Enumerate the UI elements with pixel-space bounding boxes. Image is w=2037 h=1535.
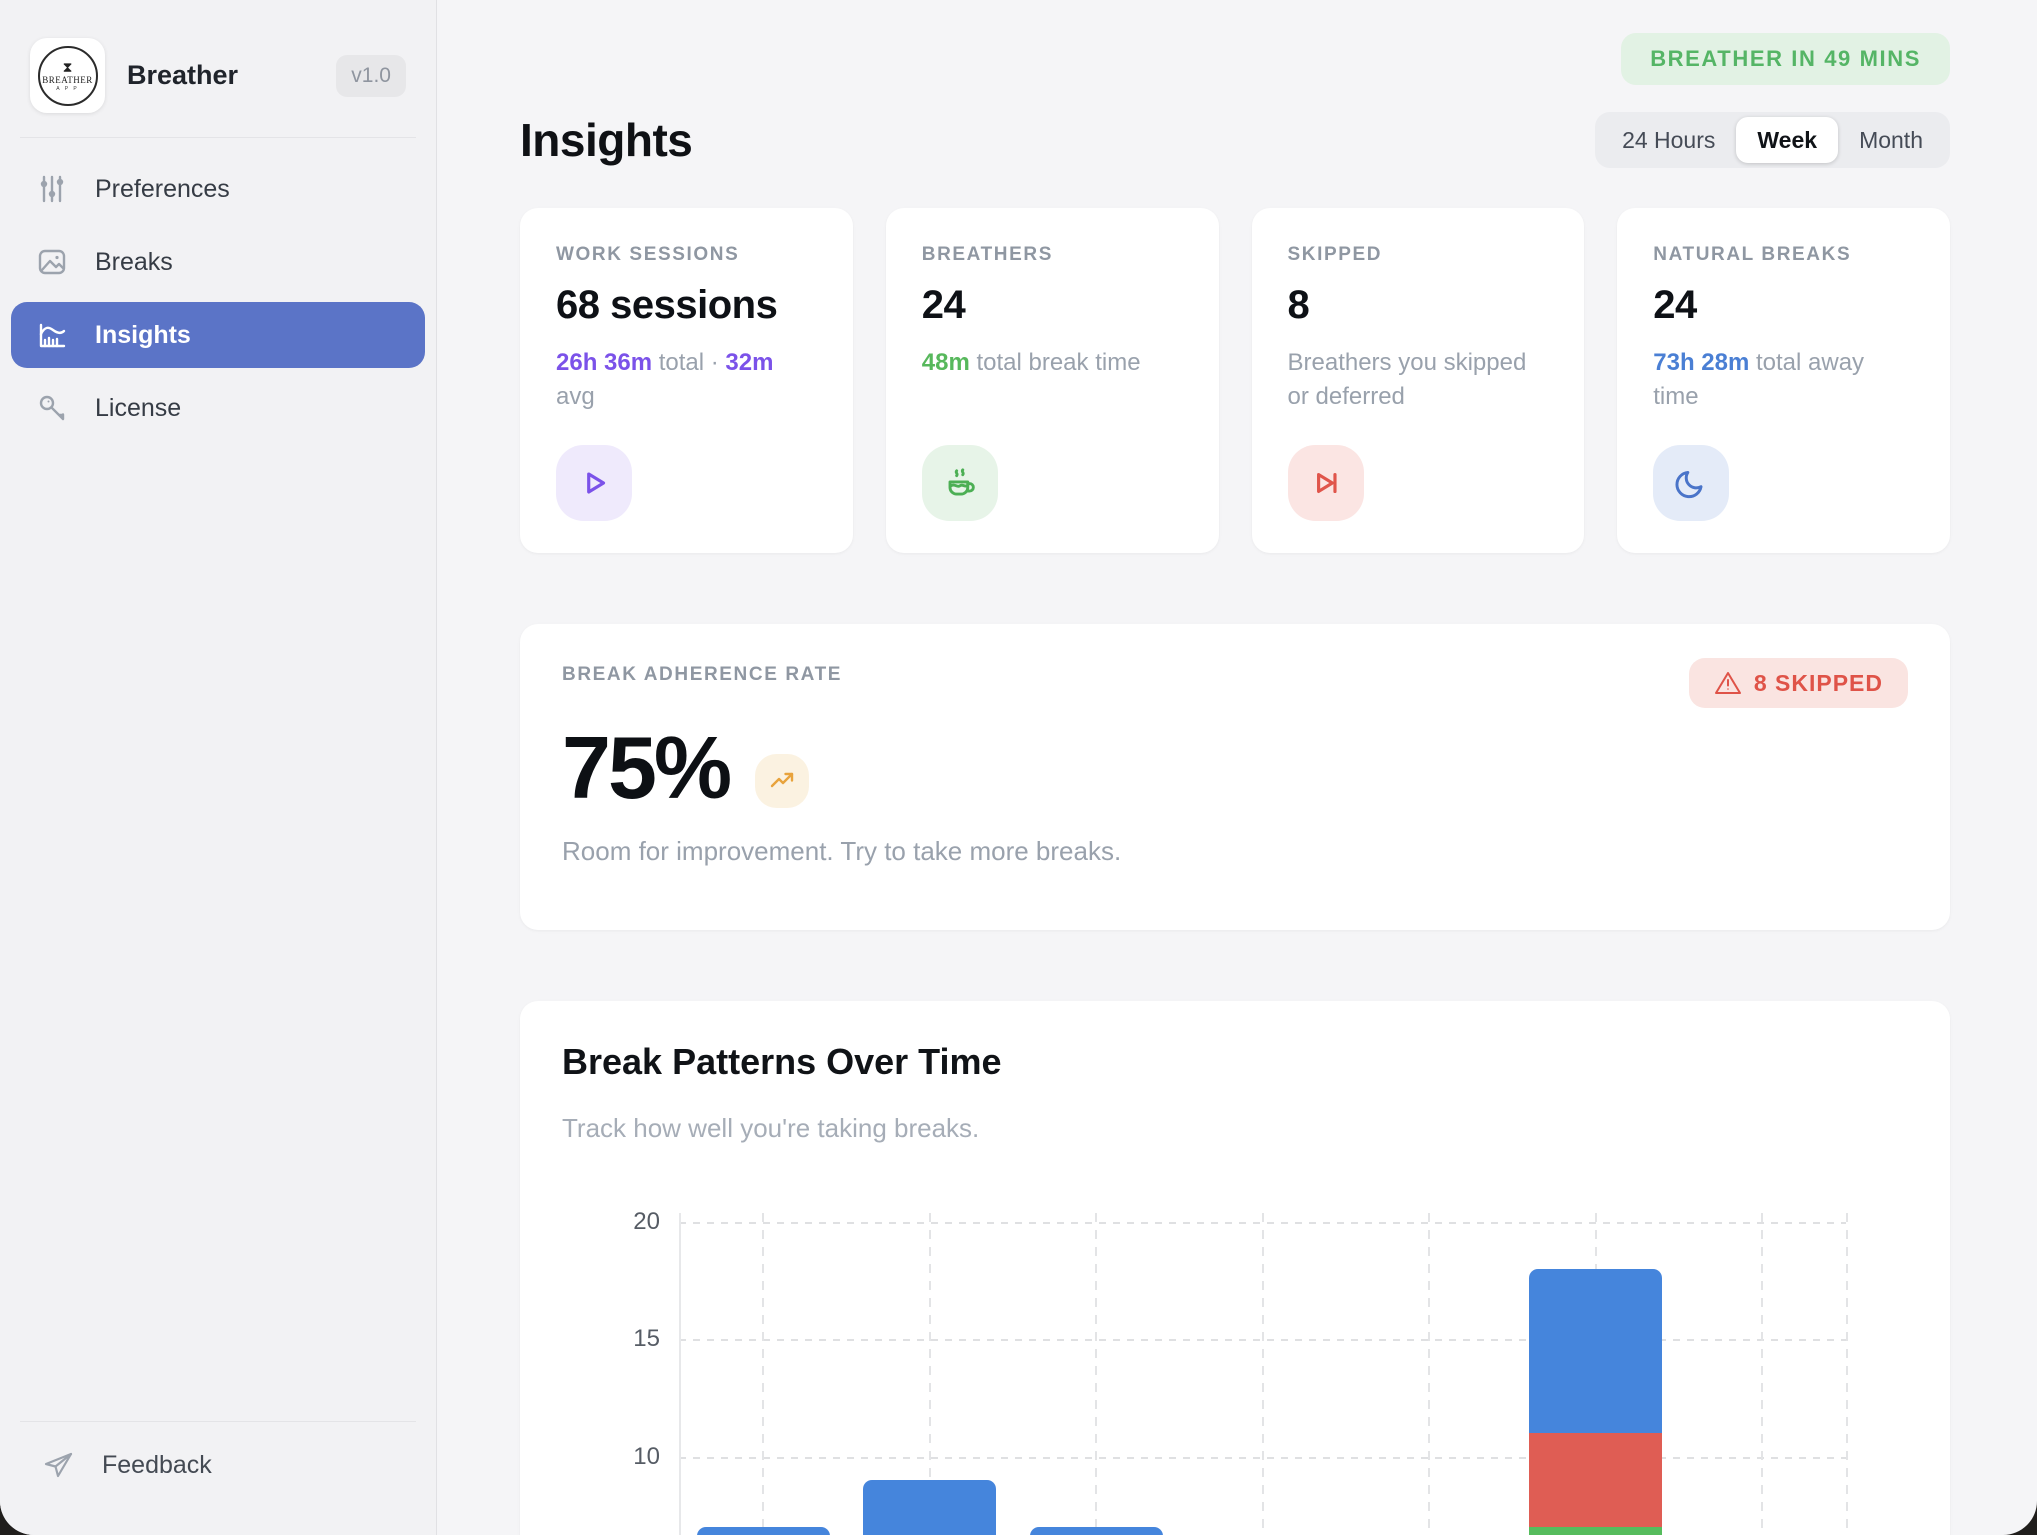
gridline-v-3 [1095, 1213, 1097, 1535]
stat-value: 8 [1287, 283, 1310, 327]
stat-card-work-sessions: WORK SESSIONS 68 sessions 26h 36m total … [520, 208, 853, 553]
bar-slot3-blue [1029, 1526, 1163, 1535]
gridline-v-4 [1261, 1213, 1264, 1535]
y-axis-tick: 10 [633, 1442, 660, 1470]
stats-row: WORK SESSIONS 68 sessions 26h 36m total … [520, 208, 1950, 553]
app-title: Breather [127, 60, 239, 90]
play-icon [556, 445, 632, 521]
adherence-card: BREAK ADHERENCE RATE 8 SKIPPED 75% [520, 624, 1950, 930]
y-axis-line [679, 1213, 681, 1535]
stat-card-skipped: SKIPPED 8 Breathers you skipped or defer… [1251, 208, 1585, 553]
sidebar-item-breaks[interactable]: Breaks [11, 229, 425, 295]
title-row: Insights 24 Hours Week Month [520, 112, 1950, 168]
logo-word: BREATHER [42, 74, 93, 85]
stat-value: 68 sessions [556, 283, 778, 327]
stat-value: 24 [921, 283, 966, 327]
stat-label: NATURAL BREAKS [1653, 244, 1852, 265]
trending-up-icon [755, 754, 810, 808]
gridline-h-10 [679, 1456, 1846, 1459]
adherence-value-row: 75% [562, 724, 1908, 812]
sidebar-item-label: Insights [95, 320, 191, 349]
stat-subtext: 48m total break time [921, 349, 1141, 376]
bar-slot2-blue [863, 1479, 996, 1535]
stat-card-natural-breaks: NATURAL BREAKS 24 73h 28m total away tim… [1617, 208, 1950, 553]
gridline-v-1 [762, 1213, 764, 1535]
gridline-v-2 [928, 1213, 931, 1535]
y-axis-tick: 15 [633, 1325, 660, 1353]
app-logo: ⧗ BREATHER A P P [30, 38, 105, 113]
sidebar-divider-top [20, 137, 416, 138]
header-badge-row: BREATHER IN 49 MINS [520, 33, 1950, 85]
gridline-v-7 [1761, 1213, 1763, 1535]
y-axis-tick: 20 [633, 1208, 660, 1235]
stat-card-breathers: BREATHERS 24 48m total break time [885, 208, 1219, 553]
break-patterns-card: Break Patterns Over Time Track how well … [520, 1001, 1950, 1535]
gridline-v-6 [1594, 1213, 1597, 1535]
bar-slot6-blue [1529, 1268, 1662, 1434]
app-logo-row: ⧗ BREATHER A P P Breather v1.0 [0, 0, 436, 113]
plot-right-border [1846, 1213, 1848, 1535]
sidebar-item-license[interactable]: License [11, 375, 425, 441]
sidebar-item-label: License [95, 393, 182, 422]
version-badge: v1.0 [336, 54, 406, 97]
sidebar-spacer [0, 448, 436, 1421]
sliders-icon [35, 172, 69, 206]
sidebar-item-label: Breaks [95, 247, 173, 276]
warning-triangle-icon [1714, 670, 1742, 696]
sidebar-item-insights[interactable]: Insights [11, 302, 425, 368]
sidebar-nav: Preferences Breaks [0, 138, 436, 448]
break-patterns-subtitle: Track how well you're taking breaks. [562, 1113, 980, 1143]
page-title: Insights [520, 114, 693, 166]
stat-label: SKIPPED [1287, 244, 1383, 265]
time-range-tabs: 24 Hours Week Month [1595, 112, 1950, 168]
coffee-icon [921, 445, 998, 521]
chart-icon [35, 318, 69, 352]
feedback-label: Feedback [102, 1450, 212, 1479]
logo-subtext: A P P [56, 85, 79, 92]
stat-label: BREATHERS [921, 244, 1053, 265]
gridline-h-20 [679, 1222, 1846, 1224]
sidebar-item-label: Preferences [95, 174, 230, 203]
bar-slot1-blue [696, 1526, 830, 1535]
key-icon [35, 391, 69, 425]
stat-value: 24 [1653, 283, 1697, 327]
tab-month[interactable]: Month [1859, 126, 1923, 153]
sidebar: ⧗ BREATHER A P P Breather v1.0 Preferenc… [0, 0, 437, 1535]
stat-subtext: 26h 36m total · 32m avg [556, 349, 774, 411]
break-patterns-title: Break Patterns Over Time [562, 1041, 1002, 1082]
stat-subtext: 73h 28m total away time [1653, 349, 1865, 411]
paper-plane-icon [42, 1448, 76, 1482]
image-icon [35, 245, 69, 279]
adherence-value: 75% [562, 718, 732, 817]
stat-label: WORK SESSIONS [556, 244, 740, 265]
adherence-message: Room for improvement. Try to take more b… [562, 836, 1122, 866]
adherence-label: BREAK ADHERENCE RATE [562, 664, 843, 685]
bar-slot6-green [1529, 1526, 1662, 1535]
tab-week[interactable]: Week [1736, 117, 1839, 163]
stat-subtext: Breathers you skipped or deferred [1287, 349, 1527, 411]
next-break-badge: BREATHER IN 49 MINS [1621, 33, 1950, 85]
hourglass-icon: ⧗ [62, 58, 73, 75]
gridline-v-5 [1428, 1213, 1430, 1535]
tab-24-hours[interactable]: 24 Hours [1622, 126, 1716, 153]
adherence-header: BREAK ADHERENCE RATE 8 SKIPPED [562, 658, 1908, 708]
bar-slot6-red [1529, 1433, 1662, 1527]
skipped-badge: 8 SKIPPED [1688, 658, 1908, 708]
skipped-badge-label: 8 SKIPPED [1753, 669, 1883, 696]
moon-icon [1653, 445, 1730, 521]
skip-forward-icon [1287, 445, 1364, 521]
gridline-h-15 [679, 1339, 1846, 1342]
sidebar-bottom: Feedback [20, 1421, 416, 1535]
breather-logo-icon: ⧗ BREATHER A P P [37, 45, 98, 106]
feedback-button[interactable]: Feedback [30, 1448, 412, 1482]
main-content: BREATHER IN 49 MINS Insights 24 Hours We… [437, 0, 2037, 1535]
sidebar-item-preferences[interactable]: Preferences [11, 156, 425, 222]
